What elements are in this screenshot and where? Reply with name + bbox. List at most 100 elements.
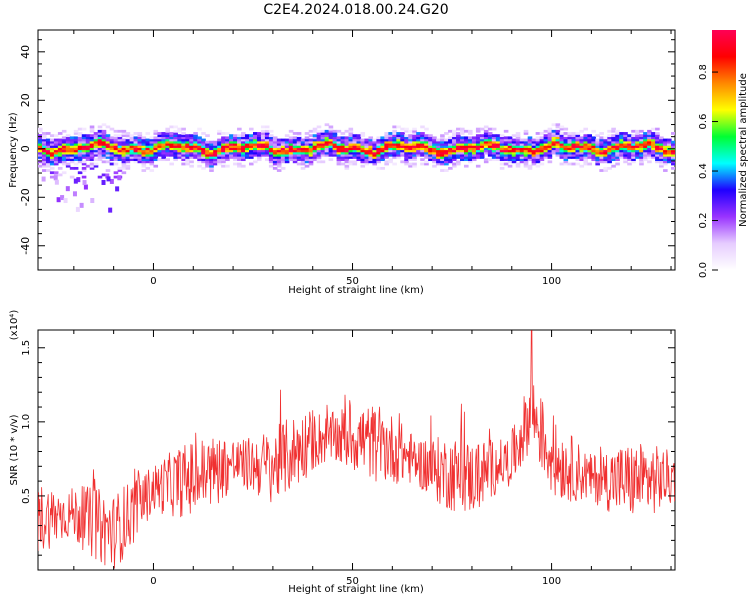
spectrogram-cell — [663, 138, 668, 142]
spectrogram-cell — [515, 136, 521, 140]
colorbar-tick-label: 0.2 — [698, 213, 709, 229]
spectrogram-cell — [125, 138, 131, 142]
spectrogram-cell — [499, 153, 505, 157]
spectrogram-cell — [663, 156, 668, 159]
spectrogram-cell — [651, 127, 656, 131]
spectrogram-cell — [475, 140, 481, 144]
spectrogram-cell — [456, 142, 461, 146]
spectrogram-cell — [252, 145, 258, 148]
spectrogram-cell — [89, 136, 95, 140]
spectrogram-cell — [300, 140, 306, 144]
spectrogram-cell — [209, 142, 214, 146]
spectrogram-cell — [396, 142, 401, 146]
spectrogram-cell — [213, 151, 218, 155]
spectrogram-cell — [364, 142, 370, 146]
spectrogram-cell — [165, 145, 170, 148]
spectrogram-cell — [659, 156, 664, 159]
spectrogram-cell — [121, 147, 127, 151]
spectrogram-cell — [671, 158, 675, 162]
spectrogram-cell — [233, 138, 238, 142]
spectrogram-cell — [237, 134, 242, 138]
spectrogram-cell — [268, 129, 274, 133]
spectrogram-cell — [145, 138, 151, 142]
spectrogram-cell — [320, 142, 326, 146]
colorbar-tick-label: 0.6 — [698, 114, 709, 130]
spectrogram-cell — [97, 158, 103, 162]
spectrogram-cell — [169, 140, 174, 144]
spectrogram-cell — [189, 153, 194, 157]
spectrogram-cell — [320, 134, 326, 138]
spectrogram-cell — [463, 142, 469, 146]
spectrogram-cell — [436, 145, 441, 148]
spectrogram-cell — [340, 145, 346, 148]
spectrogram-cell — [551, 140, 557, 144]
spectrogram-cell — [511, 158, 517, 162]
spectrogram-cell — [125, 132, 131, 135]
spectrogram-cell — [539, 151, 545, 155]
spectrogram-cell — [201, 160, 206, 164]
spectrogram-cell — [308, 156, 314, 159]
spectrogram-cell — [483, 160, 489, 164]
spectrogram-cell — [284, 134, 290, 138]
spectrogram-cell — [595, 147, 600, 151]
spectrogram-cell — [209, 164, 214, 168]
spectrogram-cell — [607, 151, 612, 155]
spectrogram-cell — [149, 153, 155, 157]
spectrogram-cell — [101, 134, 107, 138]
spectrogram-cell — [659, 158, 664, 162]
spectrogram-cell — [448, 147, 453, 151]
spectrogram-cell — [157, 147, 163, 151]
spectrogram-cell — [133, 138, 139, 142]
spectrogram-cell — [340, 140, 346, 144]
spectrogram-cell — [205, 151, 210, 155]
spectrogram-cell — [312, 142, 318, 146]
spectrogram-cell — [448, 153, 453, 157]
spectrogram-cell — [360, 140, 366, 144]
spectrogram-cell — [233, 156, 238, 159]
spectrogram-cell — [463, 156, 469, 159]
spectrogram-cell — [567, 138, 573, 142]
spectrogram-cell — [400, 127, 405, 131]
spectrogram-cell — [499, 136, 505, 140]
spectrogram-cell — [412, 156, 417, 159]
spectrogram-cell — [81, 166, 87, 170]
spectrogram-cell — [475, 136, 481, 140]
spectrogram-ylabel: Frequency (Hz) — [8, 112, 19, 188]
spectrogram-cell — [555, 134, 561, 138]
spectrogram-cell — [388, 147, 393, 151]
spectrogram-cell — [376, 156, 381, 159]
spectrogram-cell — [507, 138, 513, 142]
spectrogram-cell — [145, 156, 151, 159]
spectrogram-cell — [607, 142, 612, 146]
spectrogram-cell — [471, 136, 477, 140]
spectrogram-cell — [272, 156, 278, 159]
spectrogram-cell — [173, 138, 178, 142]
spectrogram-cell — [308, 129, 314, 133]
spectrogram-cell — [45, 169, 51, 172]
spectrogram-cell — [356, 153, 362, 157]
spectrogram-cell — [523, 164, 529, 168]
spectrogram-cell — [113, 156, 119, 159]
spectrogram-cell — [452, 136, 457, 140]
spectrogram-cell — [169, 162, 174, 166]
spectrogram-cell — [404, 151, 409, 155]
spectrogram-cell — [456, 136, 461, 140]
spectrogram-cell — [81, 142, 87, 146]
spectrogram-cell — [83, 184, 88, 190]
spectrogram-cell — [420, 151, 425, 155]
spectrogram-cell — [607, 160, 612, 164]
spectrogram-cell — [336, 136, 342, 140]
spectrogram-cell — [463, 145, 469, 148]
spectrogram-cell — [153, 149, 159, 153]
spectrogram-cell — [260, 138, 266, 142]
spectrogram-cell — [511, 140, 517, 144]
spectrogram-cell — [38, 160, 43, 164]
spectrogram-cell — [499, 138, 505, 142]
spectrogram-cell — [129, 140, 135, 144]
spectrogram-cell — [627, 162, 632, 166]
spectrogram-cell — [57, 166, 63, 170]
spectrogram-cell — [583, 156, 589, 159]
spectrogram-cell — [432, 142, 437, 146]
spectrogram-cell — [483, 138, 489, 142]
spectrogram-cell — [503, 158, 509, 162]
